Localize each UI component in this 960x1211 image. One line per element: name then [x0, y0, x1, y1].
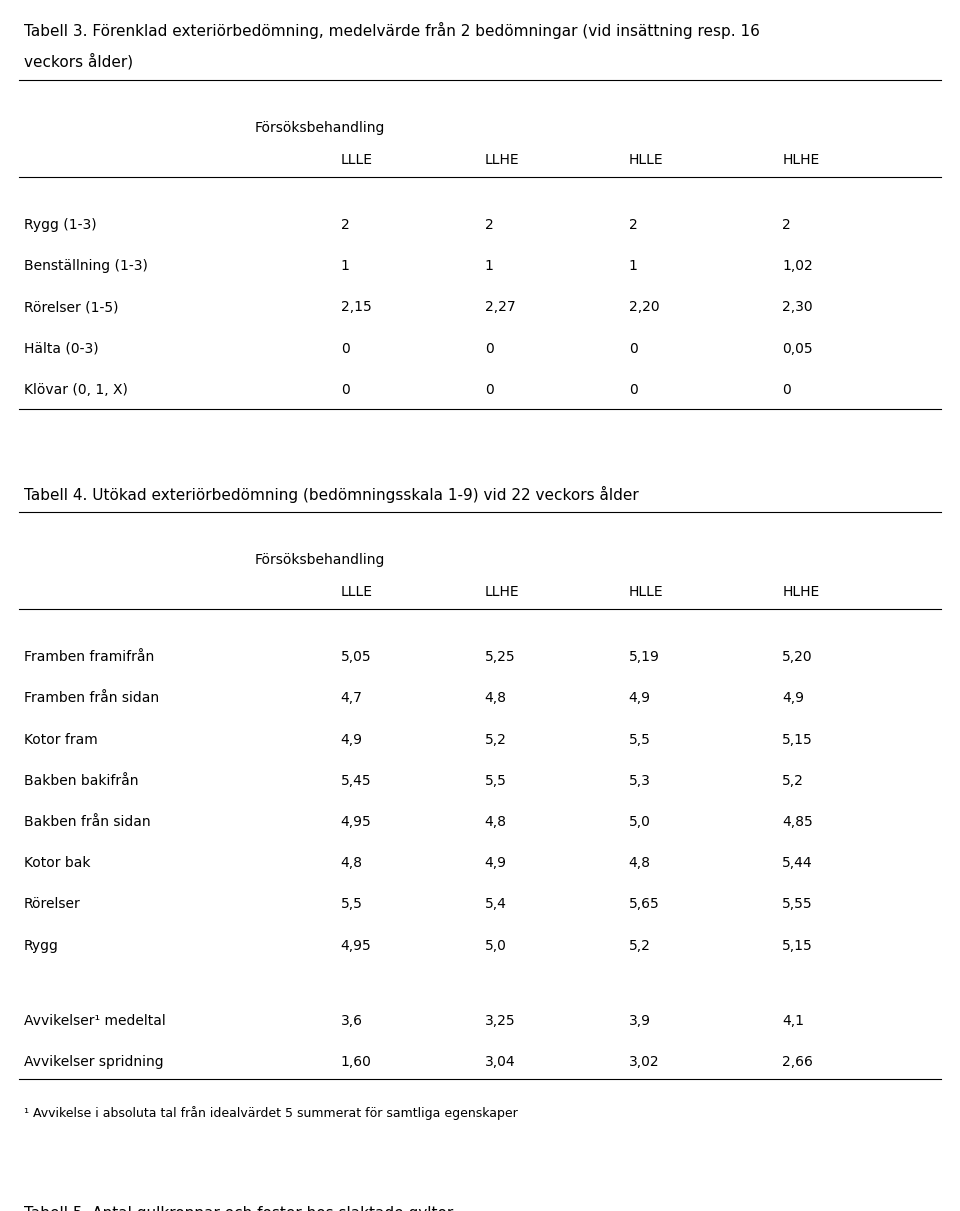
- Text: Rörelser: Rörelser: [24, 897, 81, 912]
- Text: 2,15: 2,15: [341, 300, 372, 315]
- Text: 5,2: 5,2: [485, 733, 507, 747]
- Text: Försöksbehandling: Försöksbehandling: [254, 121, 385, 136]
- Text: 0: 0: [782, 383, 791, 397]
- Text: 2,20: 2,20: [629, 300, 660, 315]
- Text: ¹ Avvikelse i absoluta tal från idealvärdet 5 summerat för samtliga egenskaper: ¹ Avvikelse i absoluta tal från idealvär…: [24, 1106, 517, 1120]
- Text: 5,15: 5,15: [782, 733, 813, 747]
- Text: 0,05: 0,05: [782, 342, 813, 356]
- Text: 2: 2: [485, 218, 493, 233]
- Text: 5,2: 5,2: [629, 939, 651, 953]
- Text: 5,65: 5,65: [629, 897, 660, 912]
- Text: 2,66: 2,66: [782, 1055, 813, 1069]
- Text: 5,45: 5,45: [341, 774, 372, 788]
- Text: 5,2: 5,2: [782, 774, 804, 788]
- Text: 4,8: 4,8: [485, 691, 507, 706]
- Text: Avvikelser spridning: Avvikelser spridning: [24, 1055, 163, 1069]
- Text: 4,9: 4,9: [782, 691, 804, 706]
- Text: 0: 0: [629, 383, 637, 397]
- Text: 4,8: 4,8: [629, 856, 651, 871]
- Text: HLHE: HLHE: [782, 585, 820, 599]
- Text: Rygg (1-3): Rygg (1-3): [24, 218, 97, 233]
- Text: 5,44: 5,44: [782, 856, 813, 871]
- Text: 2: 2: [782, 218, 791, 233]
- Text: 4,8: 4,8: [341, 856, 363, 871]
- Text: 0: 0: [341, 342, 349, 356]
- Text: 2: 2: [629, 218, 637, 233]
- Text: 5,55: 5,55: [782, 897, 813, 912]
- Text: Benställning (1-3): Benställning (1-3): [24, 259, 148, 274]
- Text: Hälta (0-3): Hälta (0-3): [24, 342, 99, 356]
- Text: 3,02: 3,02: [629, 1055, 660, 1069]
- Text: HLHE: HLHE: [782, 153, 820, 167]
- Text: 4,7: 4,7: [341, 691, 363, 706]
- Text: 0: 0: [341, 383, 349, 397]
- Text: Kotor bak: Kotor bak: [24, 856, 90, 871]
- Text: Tabell 5. Antal gulkroppar och foster hos slaktade gyltor: Tabell 5. Antal gulkroppar och foster ho…: [24, 1206, 453, 1211]
- Text: 0: 0: [485, 342, 493, 356]
- Text: Bakben från sidan: Bakben från sidan: [24, 815, 151, 830]
- Text: LLLE: LLLE: [341, 153, 372, 167]
- Text: 2,27: 2,27: [485, 300, 516, 315]
- Text: 3,04: 3,04: [485, 1055, 516, 1069]
- Text: 4,1: 4,1: [782, 1014, 804, 1028]
- Text: 1: 1: [341, 259, 349, 274]
- Text: 5,20: 5,20: [782, 650, 813, 665]
- Text: 4,9: 4,9: [629, 691, 651, 706]
- Text: Tabell 4. Utökad exteriörbedömning (bedömningsskala 1-9) vid 22 veckors ålder: Tabell 4. Utökad exteriörbedömning (bedö…: [24, 486, 638, 503]
- Text: 4,9: 4,9: [485, 856, 507, 871]
- Text: Tabell 3. Förenklad exteriörbedömning, medelvärde från 2 bedömningar (vid insätt: Tabell 3. Förenklad exteriörbedömning, m…: [24, 22, 760, 39]
- Text: Framben framifrån: Framben framifrån: [24, 650, 155, 665]
- Text: 5,5: 5,5: [341, 897, 363, 912]
- Text: 1,60: 1,60: [341, 1055, 372, 1069]
- Text: 5,05: 5,05: [341, 650, 372, 665]
- Text: Klövar (0, 1, X): Klövar (0, 1, X): [24, 383, 128, 397]
- Text: 3,9: 3,9: [629, 1014, 651, 1028]
- Text: 1,02: 1,02: [782, 259, 813, 274]
- Text: 2: 2: [341, 218, 349, 233]
- Text: 5,5: 5,5: [629, 733, 651, 747]
- Text: 0: 0: [629, 342, 637, 356]
- Text: 5,5: 5,5: [485, 774, 507, 788]
- Text: 4,8: 4,8: [485, 815, 507, 830]
- Text: Avvikelser¹ medeltal: Avvikelser¹ medeltal: [24, 1014, 166, 1028]
- Text: HLLE: HLLE: [629, 585, 663, 599]
- Text: 4,85: 4,85: [782, 815, 813, 830]
- Text: 2,30: 2,30: [782, 300, 813, 315]
- Text: 3,6: 3,6: [341, 1014, 363, 1028]
- Text: Bakben bakifrån: Bakben bakifrån: [24, 774, 138, 788]
- Text: Rygg: Rygg: [24, 939, 59, 953]
- Text: 5,19: 5,19: [629, 650, 660, 665]
- Text: 5,4: 5,4: [485, 897, 507, 912]
- Text: LLHE: LLHE: [485, 585, 519, 599]
- Text: HLLE: HLLE: [629, 153, 663, 167]
- Text: Kotor fram: Kotor fram: [24, 733, 98, 747]
- Text: veckors ålder): veckors ålder): [24, 53, 133, 70]
- Text: 5,25: 5,25: [485, 650, 516, 665]
- Text: 0: 0: [485, 383, 493, 397]
- Text: 5,0: 5,0: [629, 815, 651, 830]
- Text: Försöksbehandling: Försöksbehandling: [254, 553, 385, 568]
- Text: 1: 1: [629, 259, 637, 274]
- Text: 5,15: 5,15: [782, 939, 813, 953]
- Text: LLHE: LLHE: [485, 153, 519, 167]
- Text: LLLE: LLLE: [341, 585, 372, 599]
- Text: Framben från sidan: Framben från sidan: [24, 691, 159, 706]
- Text: 4,9: 4,9: [341, 733, 363, 747]
- Text: 4,95: 4,95: [341, 815, 372, 830]
- Text: 5,0: 5,0: [485, 939, 507, 953]
- Text: 4,95: 4,95: [341, 939, 372, 953]
- Text: Rörelser (1-5): Rörelser (1-5): [24, 300, 118, 315]
- Text: 3,25: 3,25: [485, 1014, 516, 1028]
- Text: 5,3: 5,3: [629, 774, 651, 788]
- Text: 1: 1: [485, 259, 493, 274]
